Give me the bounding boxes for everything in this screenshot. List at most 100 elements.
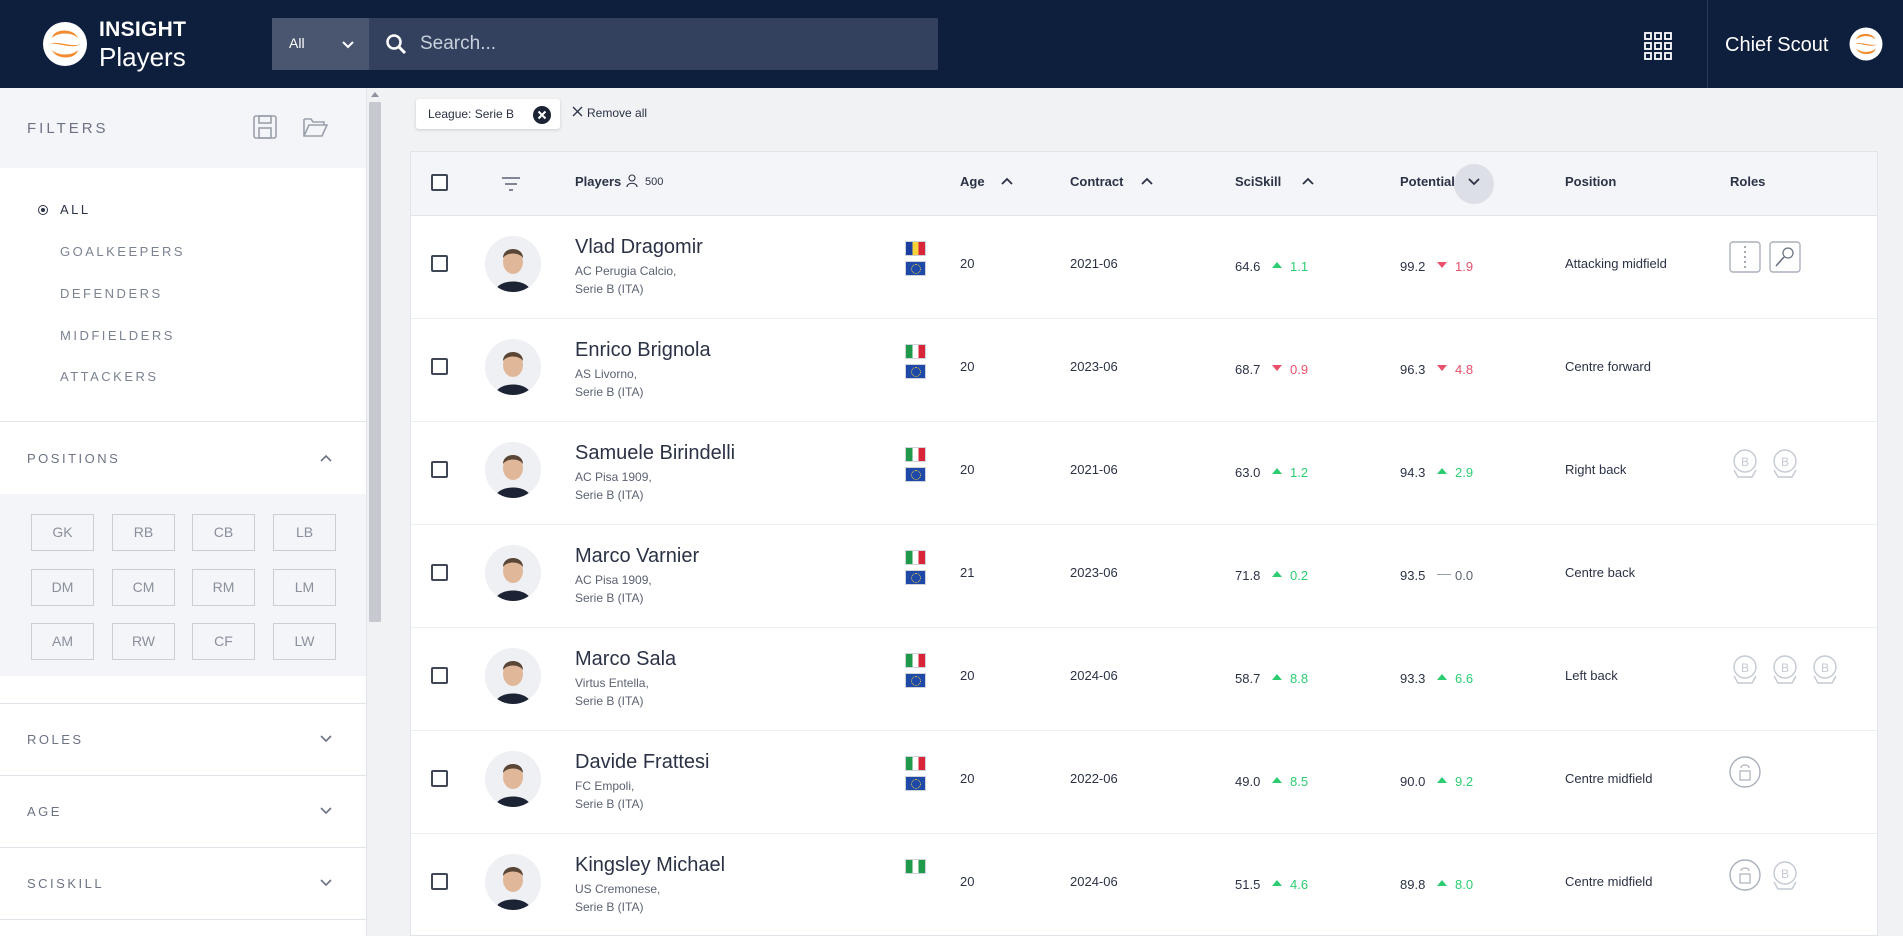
player-name-link[interactable]: Marco Sala xyxy=(575,648,677,670)
player-name-link[interactable]: Davide Frattesi xyxy=(575,751,710,773)
player-name-link[interactable]: Samuele Birindelli xyxy=(575,442,736,464)
position-am-button[interactable]: AM xyxy=(31,623,94,660)
flag-italy-icon xyxy=(905,344,926,359)
close-icon[interactable] xyxy=(572,106,583,117)
player-club: AS Livorno, xyxy=(575,367,638,381)
row-checkbox[interactable] xyxy=(431,770,448,787)
sort-desc-icon[interactable] xyxy=(1466,173,1482,189)
table-row[interactable]: Vlad Dragomir AC Perugia Calcio, Serie B (… xyxy=(411,216,1877,319)
position-rw-button[interactable]: RW xyxy=(112,623,175,660)
apps-grid-icon[interactable] xyxy=(1644,32,1672,60)
position-cf-button[interactable]: CF xyxy=(192,623,255,660)
row-checkbox[interactable] xyxy=(431,358,448,375)
select-all-checkbox[interactable] xyxy=(431,174,448,191)
age-column-header[interactable]: Age xyxy=(960,174,985,189)
player-photo-icon xyxy=(485,545,541,601)
column-filter-icon[interactable] xyxy=(501,175,521,193)
overlapper-role-icon[interactable]: B xyxy=(1808,652,1842,686)
position-rb-button[interactable]: RB xyxy=(112,514,175,551)
roles-section-toggle[interactable]: ROLES xyxy=(27,732,84,747)
search-scope-select[interactable]: All xyxy=(272,18,369,70)
player-age: 20 xyxy=(960,256,975,271)
eu-flag-icon xyxy=(905,467,926,482)
position-cb-button[interactable]: CB xyxy=(192,514,255,551)
position-lm-button[interactable]: LM xyxy=(273,569,336,606)
search-input[interactable] xyxy=(412,18,922,70)
sciskill-section-toggle[interactable]: SCISKILL xyxy=(27,876,105,891)
position-cm-button[interactable]: CM xyxy=(112,569,175,606)
players-column-header[interactable]: Players xyxy=(575,174,622,189)
wingback-role-icon[interactable]: B xyxy=(1768,446,1802,480)
eu-flag-icon xyxy=(905,364,926,379)
flag-italy-icon xyxy=(905,550,926,565)
position-dm-button[interactable]: DM xyxy=(31,569,94,606)
player-position: Centre midfield xyxy=(1565,874,1653,889)
row-checkbox[interactable] xyxy=(431,564,448,581)
chevron-down-icon[interactable] xyxy=(318,802,334,818)
trend-up-icon xyxy=(1272,880,1282,886)
folder-open-icon[interactable] xyxy=(302,116,328,138)
ball-winner-role-icon[interactable]: B xyxy=(1728,446,1762,480)
category-defenders[interactable]: DEFENDERS xyxy=(60,286,163,301)
chevron-down-icon[interactable] xyxy=(318,730,334,746)
sciskill-delta: 0.2 xyxy=(1290,568,1309,583)
category-goalkeepers[interactable]: GOALKEEPERS xyxy=(60,244,186,259)
sidebar-scrollbar[interactable] xyxy=(367,88,383,936)
player-name-link[interactable]: Enrico Brignola xyxy=(575,339,711,361)
radio-selected-icon[interactable] xyxy=(38,205,48,215)
insight-logo-icon[interactable] xyxy=(42,20,88,68)
save-icon[interactable] xyxy=(252,114,278,140)
user-avatar-icon[interactable] xyxy=(1848,26,1884,62)
table-row[interactable]: Kingsley Michael US Cremonese, Serie B (IT… xyxy=(411,834,1877,936)
wingback-role-icon[interactable]: B xyxy=(1768,652,1802,686)
chevron-down-icon[interactable] xyxy=(318,874,334,890)
box-to-box-role-icon[interactable] xyxy=(1728,858,1762,892)
player-photo-icon xyxy=(485,751,541,807)
position-column-header[interactable]: Position xyxy=(1565,174,1617,189)
creator-role-icon[interactable] xyxy=(1728,240,1762,274)
ball-winner-role-icon[interactable]: B xyxy=(1728,652,1762,686)
chevron-up-icon[interactable] xyxy=(318,450,334,466)
position-rm-button[interactable]: RM xyxy=(192,569,255,606)
flag-italy-icon xyxy=(905,447,926,462)
age-section-toggle[interactable]: AGE xyxy=(27,804,62,819)
row-checkbox[interactable] xyxy=(431,873,448,890)
remove-all-filters-button[interactable]: Remove all xyxy=(587,106,648,120)
box-to-box-role-icon[interactable] xyxy=(1728,755,1762,789)
scrollbar-thumb[interactable] xyxy=(369,102,381,622)
position-lw-button[interactable]: LW xyxy=(273,623,336,660)
positions-section-toggle[interactable]: POSITIONS xyxy=(27,451,121,466)
dribbler-role-icon[interactable] xyxy=(1768,240,1802,274)
sort-asc-icon[interactable] xyxy=(999,173,1015,189)
position-lb-button[interactable]: LB xyxy=(273,514,336,551)
player-name-link[interactable]: Kingsley Michael xyxy=(575,854,726,876)
table-row[interactable]: Marco Varnier AC Pisa 1909, Serie B (ITA) 2… xyxy=(411,525,1877,628)
roles-column-header[interactable]: Roles xyxy=(1730,174,1766,189)
category-midfielders[interactable]: MIDFIELDERS xyxy=(60,328,175,343)
table-row[interactable]: Davide Frattesi FC Empoli, Serie B (ITA) 20… xyxy=(411,731,1877,834)
potential-column-header[interactable]: Potential xyxy=(1400,174,1455,189)
table-row[interactable]: Samuele Birindelli AC Pisa 1909, Serie B (… xyxy=(411,422,1877,525)
remove-filter-icon[interactable] xyxy=(533,106,551,124)
row-checkbox[interactable] xyxy=(431,667,448,684)
ball-winner-role-icon[interactable]: B xyxy=(1768,858,1802,892)
scroll-up-arrow-icon[interactable] xyxy=(371,92,379,97)
player-name-link[interactable]: Vlad Dragomir xyxy=(575,236,703,258)
sort-asc-icon[interactable] xyxy=(1300,173,1316,189)
player-league: Serie B (ITA) xyxy=(575,591,644,605)
potential-delta: 1.9 xyxy=(1455,259,1474,274)
row-checkbox[interactable] xyxy=(431,461,448,478)
table-row[interactable]: Enrico Brignola AS Livorno, Serie B (ITA) 2… xyxy=(411,319,1877,422)
avatar xyxy=(485,854,541,910)
filters-sidebar: FILTERS ALL GOALKEEPERS DEFENDERS MIDFIE… xyxy=(0,88,367,936)
contract-column-header[interactable]: Contract xyxy=(1070,174,1124,189)
player-name-link[interactable]: Marco Varnier xyxy=(575,545,700,567)
sciskill-column-header[interactable]: SciSkill xyxy=(1235,174,1282,189)
table-row[interactable]: Marco Sala Virtus Entella, Serie B (ITA) 20… xyxy=(411,628,1877,731)
sort-asc-icon[interactable] xyxy=(1139,173,1155,189)
category-all[interactable]: ALL xyxy=(60,202,91,217)
user-name[interactable]: Chief Scout xyxy=(1725,34,1829,56)
category-attackers[interactable]: ATTACKERS xyxy=(60,369,159,384)
row-checkbox[interactable] xyxy=(431,255,448,272)
position-gk-button[interactable]: GK xyxy=(31,514,94,551)
